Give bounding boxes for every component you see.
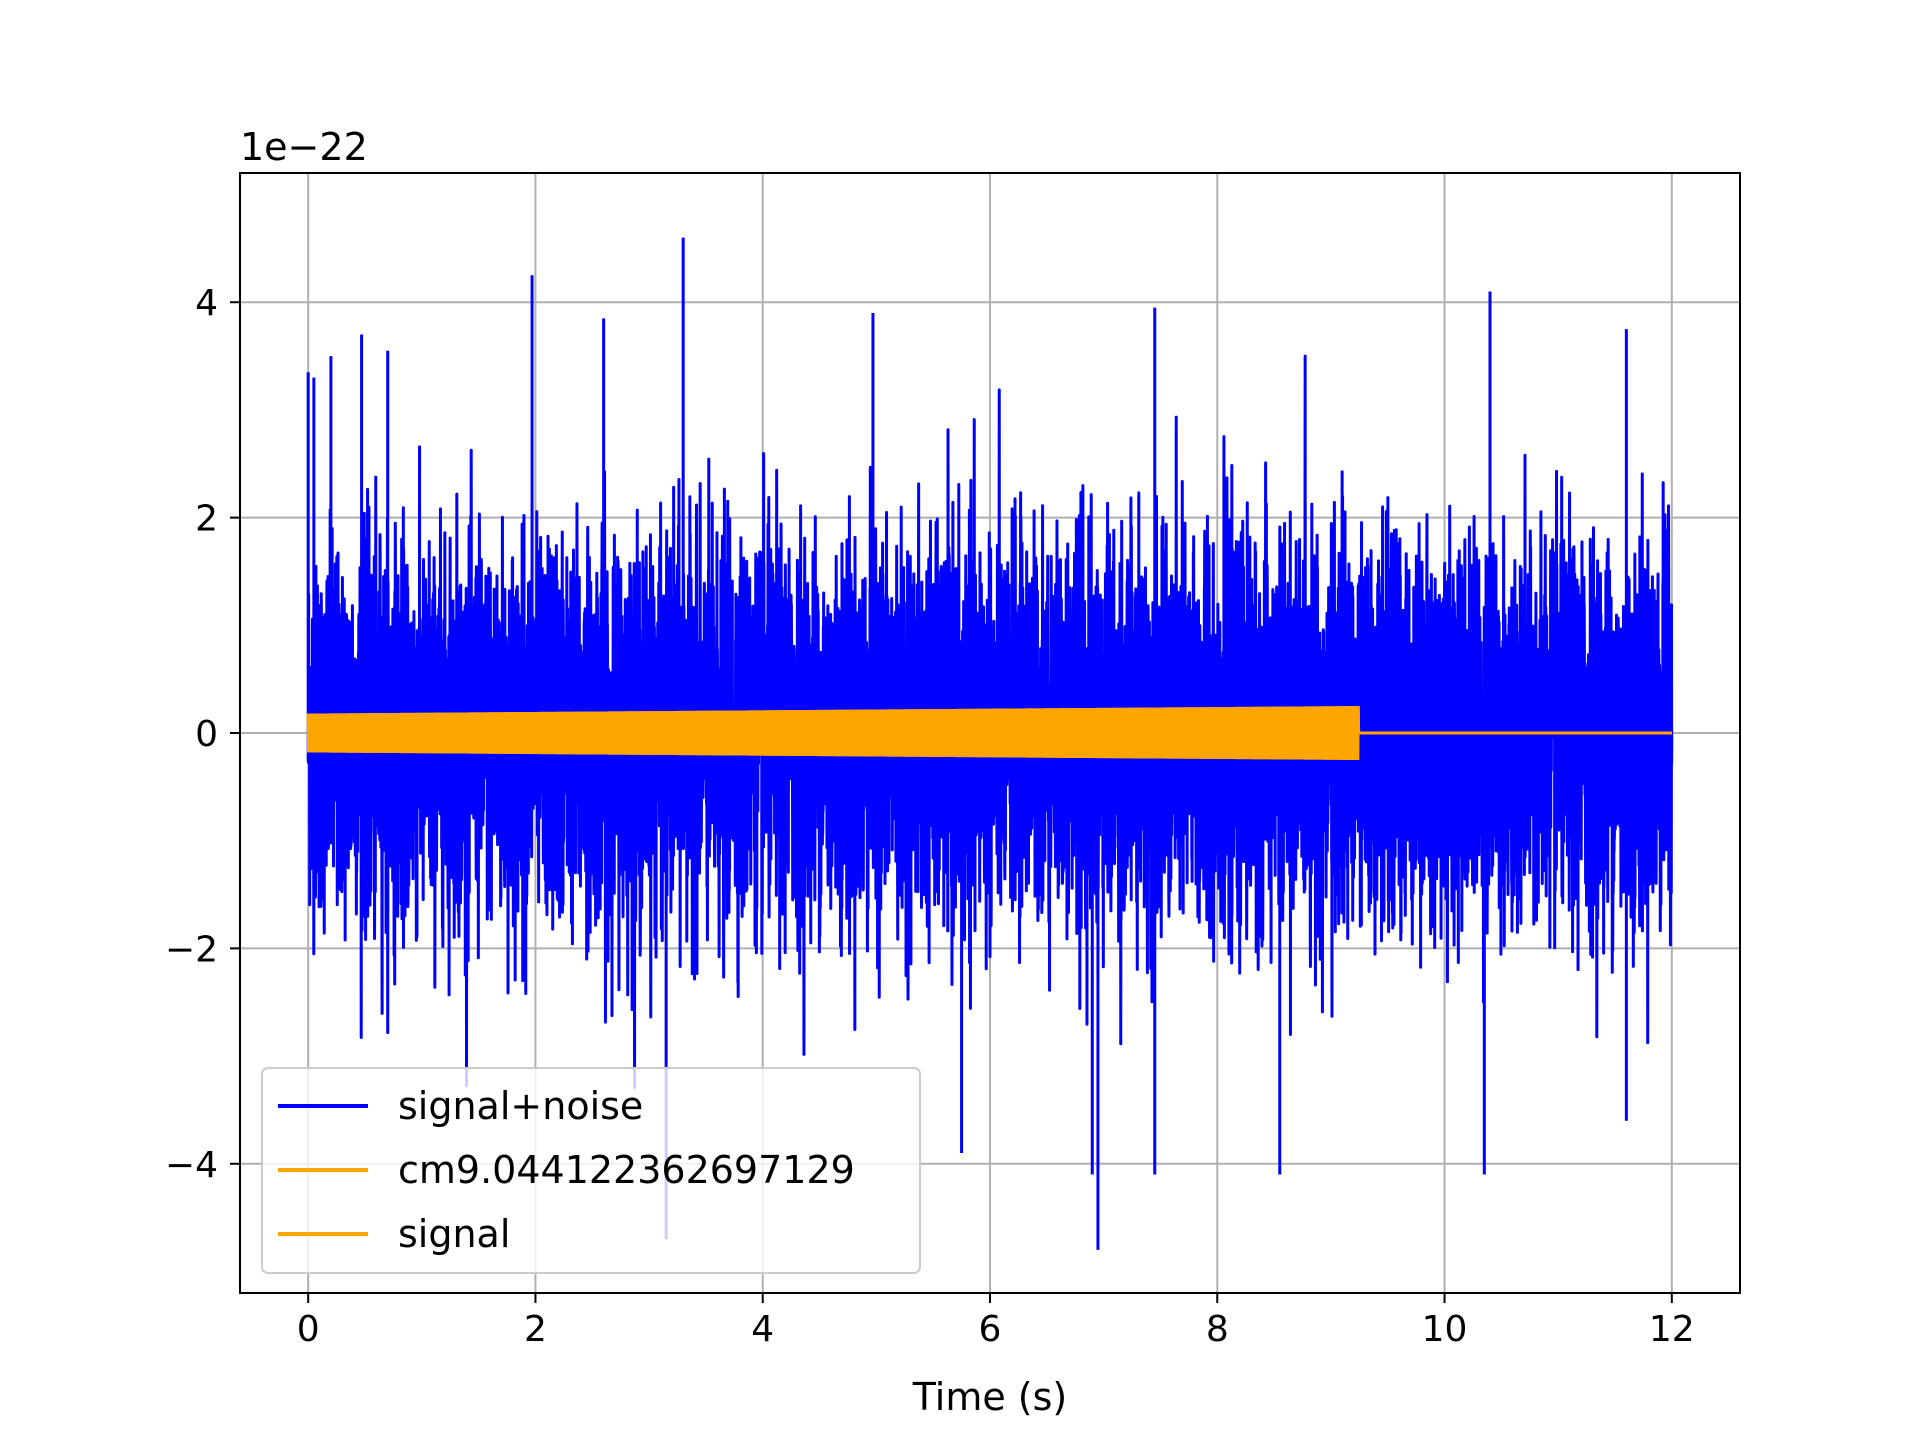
y-tick-label: 2 bbox=[195, 499, 218, 540]
legend-label: cm9.044122362697129 bbox=[398, 1148, 855, 1192]
y-tick-label: −4 bbox=[165, 1145, 218, 1186]
series-layer bbox=[306, 237, 1674, 1250]
legend-label: signal+noise bbox=[398, 1084, 643, 1128]
x-tick-label: 12 bbox=[1649, 1309, 1695, 1350]
x-tick-label: 2 bbox=[524, 1309, 547, 1350]
y-tick-label: −2 bbox=[165, 929, 218, 970]
series-signal-line bbox=[306, 706, 1672, 760]
series-signal-noise-line bbox=[306, 237, 1674, 1250]
legend: signal+noise cm9.044122362697129 signal bbox=[261, 1067, 921, 1274]
legend-box bbox=[261, 1067, 921, 1274]
x-tick-label: 10 bbox=[1422, 1309, 1468, 1350]
x-tick-label: 0 bbox=[297, 1309, 320, 1350]
x-tick-label: 8 bbox=[1206, 1309, 1229, 1350]
y-tick-label: 4 bbox=[195, 283, 218, 324]
legend-label: signal bbox=[398, 1212, 510, 1256]
y-offset-label: 1e−22 bbox=[240, 125, 368, 169]
x-axis-label: Time (s) bbox=[912, 1375, 1068, 1419]
x-tick-label: 6 bbox=[979, 1309, 1002, 1350]
x-tick-label: 4 bbox=[751, 1309, 774, 1350]
y-tick-label: 0 bbox=[195, 714, 218, 755]
tick-marks: 0 2 4 6 8 10 12 −4 −2 0 2 4 bbox=[165, 283, 1695, 1350]
